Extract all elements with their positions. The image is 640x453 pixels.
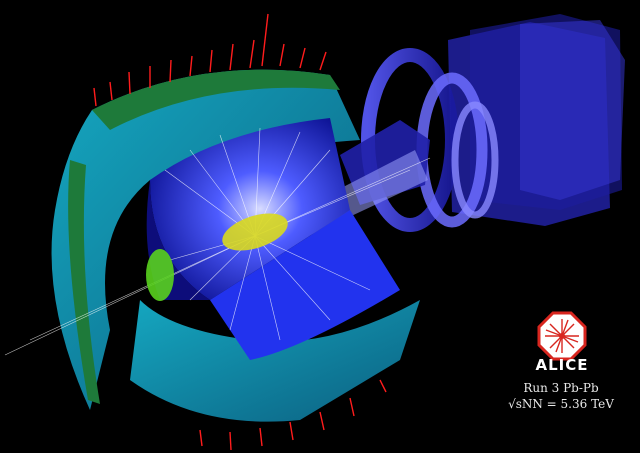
run-label: Run 3 Pb-Pb [523, 381, 599, 395]
alice-logo-text: ALICE [535, 356, 589, 374]
energy-deposits [93, 13, 387, 451]
alice-logo-icon [537, 311, 587, 361]
event-caption: Run 3 Pb-Pb √sNN = 5.36 TeV [506, 380, 616, 412]
energy-label: √sNN = 5.36 TeV [508, 397, 614, 411]
inner-tracking-system [222, 213, 288, 251]
absorber [146, 249, 174, 301]
calorimeter-shell [51, 69, 420, 422]
